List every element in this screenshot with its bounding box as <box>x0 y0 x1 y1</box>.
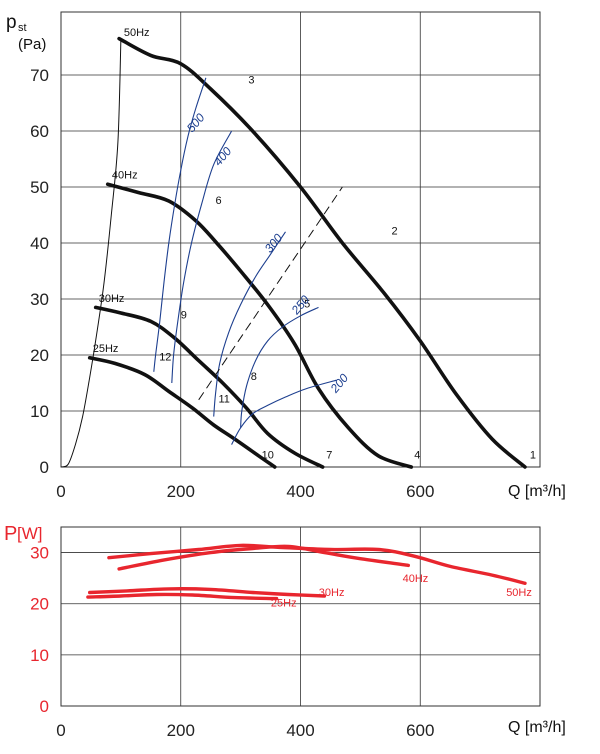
bottom-xlabel: Q [m³/h] <box>508 719 566 736</box>
operating-point-label: 12 <box>159 352 171 364</box>
top-xtick-label: 600 <box>406 482 434 501</box>
top-ytick-label: 20 <box>30 346 49 365</box>
fan-curve-label: 40Hz <box>112 170 138 182</box>
power-curve-label: 40Hz <box>403 573 429 585</box>
top-ylabel-sub: st <box>18 22 27 34</box>
fan-curve-25hz <box>87 356 277 469</box>
bottom-ylabel-unit: [W] <box>17 524 43 543</box>
power-curve-25hz <box>86 592 279 601</box>
bottom-ytick-label: 10 <box>30 646 49 665</box>
fan-curve-label: 50Hz <box>124 27 150 39</box>
iso-curve-label: 200 <box>327 371 351 396</box>
power-chart: 0 10 20 30 0 200 400 600 25Hz 30Hz 40Hz 50Hz <box>30 526 541 740</box>
operating-point-label: 8 <box>251 371 257 383</box>
top-ytick-label: 0 <box>40 458 49 477</box>
pressure-chart: 0 10 20 30 40 50 60 70 0 200 400 600 50Hz 40Hz 30Hz 25H… <box>30 11 541 501</box>
operating-point-label: 3 <box>248 74 254 86</box>
bottom-ylabel-main: P <box>4 523 17 545</box>
operating-point-label: 4 <box>414 450 420 462</box>
top-ylabel-main: p <box>6 12 17 33</box>
operating-point-label: 10 <box>262 450 274 462</box>
power-curve-40hz <box>117 544 410 571</box>
iso-curve-300 <box>213 231 286 417</box>
bottom-ytick-label: 30 <box>30 544 49 563</box>
top-ytick-label: 70 <box>30 66 49 85</box>
iso-curve-200 <box>231 379 337 445</box>
operating-point-label: 5 <box>304 298 310 310</box>
power-curve-50hz <box>107 543 527 585</box>
top-ytick-label: 50 <box>30 178 49 197</box>
power-curve-label: 25Hz <box>271 597 297 609</box>
fan-curve-label: 25Hz <box>93 343 119 355</box>
fan-curve-label: 30Hz <box>99 293 125 305</box>
bottom-xtick-label: 200 <box>167 721 195 740</box>
top-ylabel-unit: (Pa) <box>18 36 46 53</box>
power-curve-30hz <box>88 587 327 598</box>
operating-point-label: 11 <box>218 394 229 406</box>
fan-curve-30hz <box>93 305 325 469</box>
top-ytick-label: 40 <box>30 234 49 253</box>
top-xtick-label: 400 <box>286 482 314 501</box>
bottom-ytick-label: 0 <box>40 697 49 716</box>
top-xlabel: Q [m³/h] <box>508 483 566 500</box>
operating-point-label: 2 <box>392 226 398 238</box>
system-curve <box>60 38 122 468</box>
fan-curve-40hz <box>105 182 414 469</box>
iso-curve-label: 250 <box>288 292 312 317</box>
duty-line <box>198 186 343 401</box>
bottom-xtick-label: 600 <box>406 721 434 740</box>
power-curve-label: 30Hz <box>319 587 345 599</box>
iso-curve-400 <box>171 130 233 384</box>
power-curve-label: 50Hz <box>506 587 532 599</box>
top-ytick-label: 60 <box>30 122 49 141</box>
operating-point-label: 6 <box>215 195 221 207</box>
bottom-ytick-label: 20 <box>30 595 49 614</box>
top-ytick-label: 30 <box>30 290 49 309</box>
top-ytick-label: 10 <box>30 402 49 421</box>
iso-curve-label: 400 <box>211 144 235 169</box>
iso-curve-500 <box>153 77 207 372</box>
iso-curve-250 <box>240 306 319 428</box>
bottom-xtick-label: 0 <box>56 721 65 740</box>
operating-point-label: 9 <box>181 310 187 322</box>
fan-curve-50hz <box>117 36 527 469</box>
bottom-xtick-label: 400 <box>286 721 314 740</box>
operating-point-label: 7 <box>326 450 332 462</box>
iso-curve-label: 300 <box>262 231 286 256</box>
top-xtick-label: 0 <box>56 482 65 501</box>
top-xtick-label: 200 <box>167 482 195 501</box>
operating-point-label: 1 <box>530 450 536 462</box>
